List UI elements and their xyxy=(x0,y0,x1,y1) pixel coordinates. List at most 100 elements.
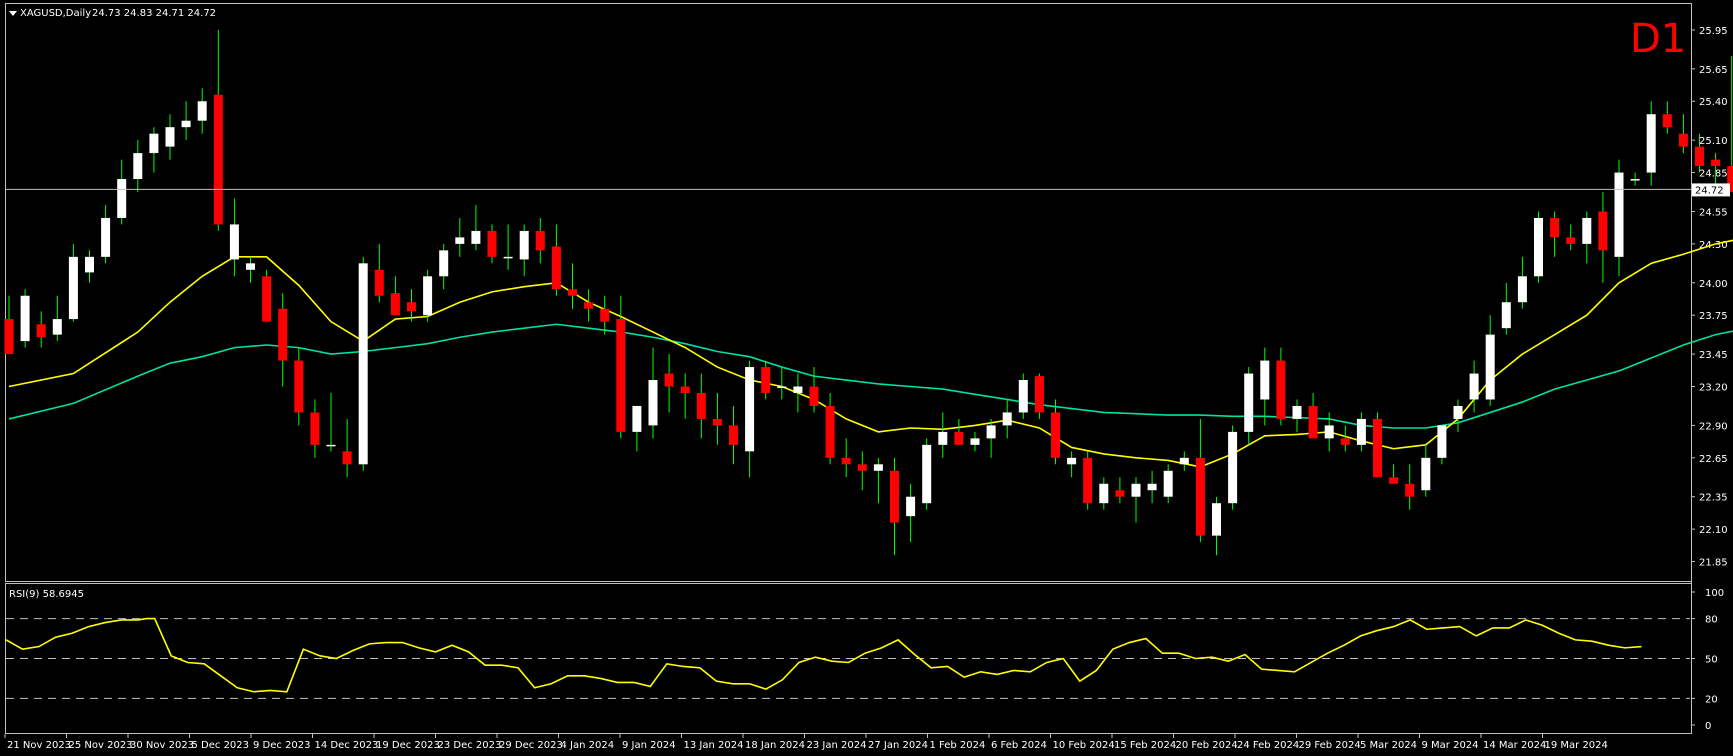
price-tick-label: 24.55 xyxy=(1699,207,1728,218)
bear-candle xyxy=(696,392,706,419)
bull-candle xyxy=(52,319,62,335)
moving-average-fast xyxy=(8,239,1733,468)
bull-candle xyxy=(326,444,336,447)
chart-menu-triangle-icon[interactable] xyxy=(9,11,17,16)
price-axis: 25.9525.6525.4025.1024.8524.5524.3024.00… xyxy=(1691,26,1728,569)
bear-candle xyxy=(278,308,288,361)
time-tick-label: 24 Feb 2024 xyxy=(1237,740,1299,751)
price-tick-label: 22.35 xyxy=(1699,493,1728,504)
bull-candle xyxy=(970,438,980,445)
time-tick-label: 4 Jan 2024 xyxy=(561,740,615,751)
bear-candle xyxy=(407,302,416,312)
bull-candle xyxy=(149,133,159,154)
bull-candle xyxy=(1131,483,1141,497)
time-tick-label: 1 Feb 2024 xyxy=(930,740,986,751)
bull-candle xyxy=(1067,457,1077,465)
time-tick-label: 10 Feb 2024 xyxy=(1053,740,1115,751)
bear-candle xyxy=(4,319,14,355)
bull-candle xyxy=(101,217,111,257)
time-tick-label: 19 Mar 2024 xyxy=(1545,740,1608,751)
bear-candle xyxy=(487,230,497,257)
bear-candle xyxy=(1389,477,1399,484)
bear-candle xyxy=(1711,159,1721,167)
time-tick-label: 29 Feb 2024 xyxy=(1299,740,1361,751)
current-price-marker xyxy=(1692,183,1730,197)
bull-candle xyxy=(1099,483,1109,504)
bull-candle xyxy=(519,230,529,260)
bull-candle xyxy=(1260,360,1270,400)
bull-candle xyxy=(1582,217,1592,244)
bear-candle xyxy=(1566,237,1576,244)
bear-candle xyxy=(36,324,46,338)
bull-candle xyxy=(793,386,803,393)
bear-candle xyxy=(535,230,545,251)
ohlc-readout: 24.73 24.83 24.71 24.72 xyxy=(92,8,216,19)
rsi-line xyxy=(5,617,1642,693)
bear-candle xyxy=(374,269,384,296)
time-tick-label: 21 Nov 2023 xyxy=(7,740,71,751)
bull-candle xyxy=(229,224,239,260)
bull-candle xyxy=(873,464,883,471)
bear-candle xyxy=(551,246,561,290)
bear-candle xyxy=(890,470,899,523)
price-tick-label: 25.95 xyxy=(1699,26,1728,37)
bull-candle xyxy=(777,386,787,389)
price-tick-label: 22.10 xyxy=(1699,525,1728,536)
bull-candle xyxy=(197,101,207,121)
bull-candle xyxy=(246,263,255,270)
time-tick-label: 30 Nov 2023 xyxy=(130,740,194,751)
rsi-tick-label: 100 xyxy=(1705,588,1724,599)
rsi-axis: 100 80 50 20 0 xyxy=(6,588,1724,732)
bull-candle xyxy=(1002,412,1012,426)
bull-candle xyxy=(1453,405,1463,419)
bear-candle xyxy=(616,319,626,432)
bear-candle xyxy=(1083,457,1093,504)
time-tick-label: 9 Dec 2023 xyxy=(253,740,311,751)
time-tick-label: 20 Feb 2024 xyxy=(1176,740,1238,751)
bull-candle xyxy=(745,367,755,452)
bear-candle xyxy=(1695,146,1704,167)
bull-candle xyxy=(1147,483,1157,491)
rsi-polyline xyxy=(5,617,1642,693)
bear-candle xyxy=(1598,211,1608,251)
bull-candle xyxy=(1614,172,1624,257)
bear-candle xyxy=(1276,360,1286,419)
bull-candle xyxy=(1421,457,1431,491)
bear-candle xyxy=(1340,438,1350,445)
bear-candle xyxy=(310,412,320,445)
time-tick-label: 9 Mar 2024 xyxy=(1422,740,1479,751)
price-tick-label: 23.75 xyxy=(1699,311,1728,322)
bear-candle xyxy=(342,451,352,465)
bull-candle xyxy=(1517,276,1527,303)
candlesticks xyxy=(4,29,1733,556)
time-tick-label: 15 Feb 2024 xyxy=(1114,740,1176,751)
price-tick-label: 22.90 xyxy=(1699,421,1728,432)
rsi-tick-label: 20 xyxy=(1705,694,1718,705)
time-tick-label: 27 Jan 2024 xyxy=(868,740,928,751)
bear-candle xyxy=(1727,166,1733,193)
bear-candle xyxy=(1550,217,1560,238)
current-price-line: 24.72 xyxy=(6,183,1730,197)
symbol-label: XAGUSD,Daily xyxy=(20,8,91,19)
bull-candle xyxy=(165,127,175,147)
rsi-tick-label: 0 xyxy=(1705,721,1711,732)
bear-candle xyxy=(1115,490,1125,497)
bear-candle xyxy=(809,386,819,406)
bull-candle xyxy=(1244,373,1254,432)
bull-candle xyxy=(423,276,433,316)
bull-candle xyxy=(1324,425,1334,439)
time-tick-label: 25 Nov 2023 xyxy=(69,740,133,751)
time-tick-label: 14 Dec 2023 xyxy=(315,740,379,751)
bear-candle xyxy=(262,276,272,322)
bull-candle xyxy=(1485,334,1495,400)
bull-candle xyxy=(648,380,658,426)
bull-candle xyxy=(133,153,143,180)
bull-candle xyxy=(455,237,465,244)
time-tick-label: 13 Jan 2024 xyxy=(684,740,744,751)
bull-candle xyxy=(358,263,368,465)
price-tick-label: 22.65 xyxy=(1699,454,1728,465)
bear-candle xyxy=(680,386,690,393)
time-tick-label: 29 Dec 2023 xyxy=(499,740,563,751)
price-tick-label: 24.85 xyxy=(1699,169,1728,180)
